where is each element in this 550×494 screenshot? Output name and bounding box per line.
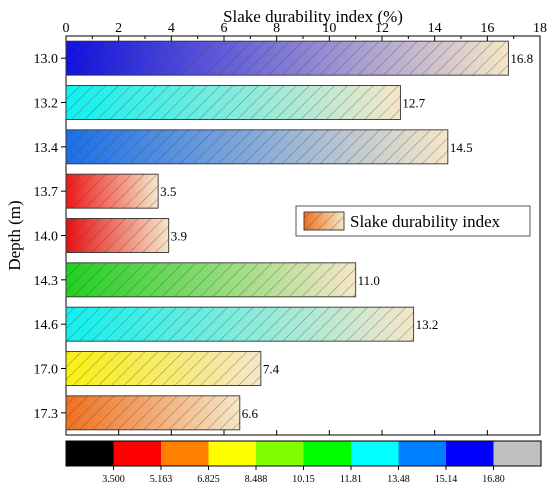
bar-value-label: 12.7	[402, 96, 425, 111]
color-scale-label: 16.80	[482, 474, 505, 485]
bar-hatch	[65, 40, 509, 76]
color-scale: 3.500 5.163 6.825 8.488 10.15 11.81 13.48 15.14…	[65, 440, 542, 485]
y-tick-label: 13.2	[34, 97, 59, 112]
color-scale-label: 15.14	[435, 474, 458, 485]
bar-hatch	[65, 218, 170, 253]
bar-value-label: 14.5	[450, 140, 473, 155]
y-tick-label: 13.0	[34, 52, 59, 67]
color-scale-segment	[66, 441, 114, 466]
color-scale-segment	[303, 441, 352, 466]
x-tick-label: 18	[533, 21, 547, 36]
x-tick-label: 8	[273, 21, 280, 36]
color-scale-segment	[351, 441, 399, 466]
bar-hatch	[65, 395, 241, 431]
bar-hatch	[65, 262, 357, 298]
bar-value-label: 13.2	[416, 317, 439, 332]
y-tick-label: 17.0	[34, 363, 59, 378]
bar-hatch	[65, 85, 401, 120]
color-scale-segment	[256, 441, 304, 466]
x-axis: 0 2 4 6 8 10 12 14 16 18	[63, 21, 547, 435]
x-tick-label: 0	[63, 21, 70, 36]
color-scale-label: 3.500	[102, 474, 125, 485]
x-tick-label: 12	[375, 21, 389, 36]
bar-value-label: 3.5	[160, 184, 176, 199]
color-scale-label: 10.15	[292, 474, 315, 485]
bar-value-label: 3.9	[171, 229, 187, 244]
color-scale-segment	[398, 441, 447, 466]
color-scale-label: 6.825	[197, 474, 220, 485]
x-tick-label: 6	[221, 21, 228, 36]
bars-layer: 16.8 12.7 14.5 3.5 3.9 11.0 13.2 7.4 6.6	[65, 40, 533, 431]
color-scale-segment	[161, 441, 209, 466]
color-scale-segment	[446, 441, 494, 466]
color-scale-segment	[208, 441, 257, 466]
legend: Slake durability index	[295, 205, 531, 237]
legend-swatch-hatch	[304, 212, 344, 230]
x-tick-label: 16	[480, 21, 494, 36]
bar-value-label: 11.0	[358, 273, 380, 288]
y-axis-title: Depth (m)	[5, 200, 24, 270]
y-tick-label: 13.7	[34, 185, 59, 200]
color-scale-label: 13.48	[387, 474, 410, 485]
bar-value-label: 16.8	[510, 51, 533, 66]
x-tick-label: 10	[322, 21, 336, 36]
y-tick-label: 13.4	[34, 141, 59, 156]
y-tick-label: 14.6	[34, 318, 59, 333]
legend-label: Slake durability index	[350, 212, 501, 231]
bar-hatch	[65, 129, 449, 165]
x-tick-label: 14	[428, 21, 442, 36]
y-tick-label: 17.3	[34, 407, 59, 422]
bar-hatch	[65, 351, 262, 386]
color-scale-segment	[113, 441, 162, 466]
bar-value-label: 7.4	[263, 362, 280, 377]
color-scale-label: 5.163	[150, 474, 173, 485]
x-tick-label: 4	[168, 21, 175, 36]
bar-hatch	[65, 306, 415, 342]
y-axis: 13.0 13.2 13.4 13.7 14.0 14.3 14.6 17.0 17.3	[34, 52, 66, 422]
x-tick-label: 2	[115, 21, 122, 36]
y-tick-label: 14.0	[34, 230, 59, 245]
y-tick-label: 14.3	[34, 274, 59, 289]
bar-hatch	[65, 173, 159, 209]
color-scale-segment	[493, 441, 542, 466]
color-scale-label: 8.488	[245, 474, 268, 485]
bar-value-label: 6.6	[242, 406, 259, 421]
color-scale-label: 11.81	[340, 474, 362, 485]
x-axis-title: Slake durability index (%)	[223, 7, 403, 26]
